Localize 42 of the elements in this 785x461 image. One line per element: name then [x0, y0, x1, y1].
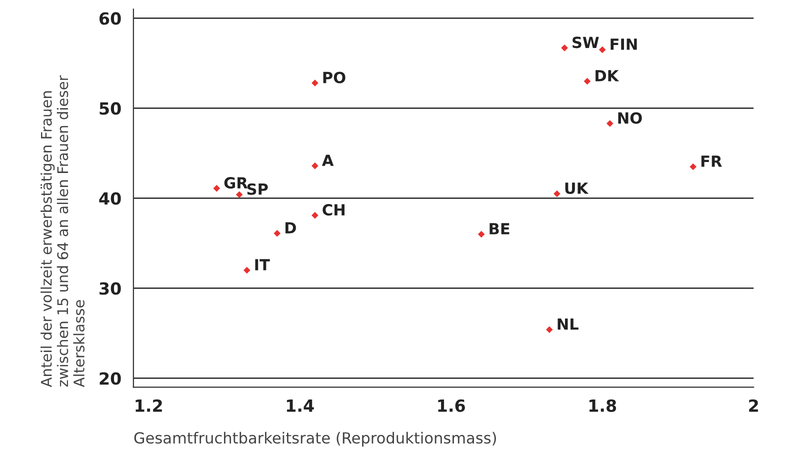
annotation: GR	[224, 177, 248, 189]
annotation: DK	[596, 70, 620, 82]
y-tick-label: 40	[99, 192, 121, 205]
annotation: FR	[701, 156, 722, 167]
annotation: A	[322, 154, 334, 166]
y-tick-label: 20	[100, 372, 121, 385]
point	[606, 120, 614, 127]
point	[274, 230, 281, 237]
annotation: NO	[618, 112, 642, 124]
x-tick-label: 1.2	[136, 399, 162, 412]
point	[243, 266, 250, 274]
point	[690, 163, 696, 170]
annotation: D	[285, 222, 296, 234]
annotation: SW	[572, 36, 599, 48]
point	[598, 46, 606, 54]
x-tick-label: 1.8	[589, 399, 616, 412]
x-tick-label: 2	[749, 399, 758, 412]
annotation: CH	[322, 204, 344, 216]
point	[312, 162, 318, 170]
annotation: NL	[558, 318, 578, 330]
x-tick-label: 1.6	[438, 399, 465, 412]
annotation: BE	[490, 223, 510, 234]
x-tick-label: 1.4	[286, 400, 314, 412]
point	[213, 184, 220, 192]
point	[546, 326, 553, 334]
point	[312, 212, 318, 219]
annotation: IT	[255, 259, 270, 270]
y-tick-label: 60	[99, 12, 121, 25]
annotation: UK	[565, 182, 589, 194]
point	[554, 190, 560, 198]
point	[584, 78, 591, 85]
annotation: PO	[323, 72, 346, 84]
point	[236, 191, 243, 198]
y-axis-title: Anteil der vollzeit erwerbstätigen Frauen zwischen 15 und 64 an allen Frauen dieser Altersklasse	[40, 75, 85, 388]
y-tick-label: 50	[100, 102, 121, 115]
point	[478, 230, 485, 238]
y-tick-label: 30	[100, 282, 121, 295]
annotation: FIN	[610, 38, 637, 50]
point	[312, 80, 318, 86]
x-axis-title: Gesamtfruchtbarkeitsrate (Reproduktionsmass)	[134, 432, 496, 447]
annotation: SP	[247, 183, 268, 195]
point	[561, 44, 568, 52]
